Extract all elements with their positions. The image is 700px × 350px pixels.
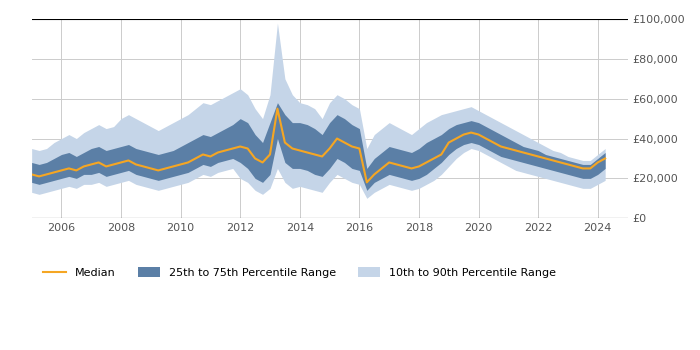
Median	[64, 166, 73, 170]
Median	[452, 136, 461, 141]
Median	[363, 180, 371, 184]
Median	[281, 140, 289, 145]
Line: Median: Median	[32, 108, 606, 182]
Median	[326, 146, 334, 150]
Median	[601, 156, 610, 161]
Median	[125, 158, 133, 162]
Median	[273, 106, 281, 111]
Median	[27, 172, 36, 176]
Median	[214, 150, 222, 155]
Legend: Median, 25th to 75th Percentile Range, 10th to 90th Percentile Range: Median, 25th to 75th Percentile Range, 1…	[39, 263, 561, 282]
